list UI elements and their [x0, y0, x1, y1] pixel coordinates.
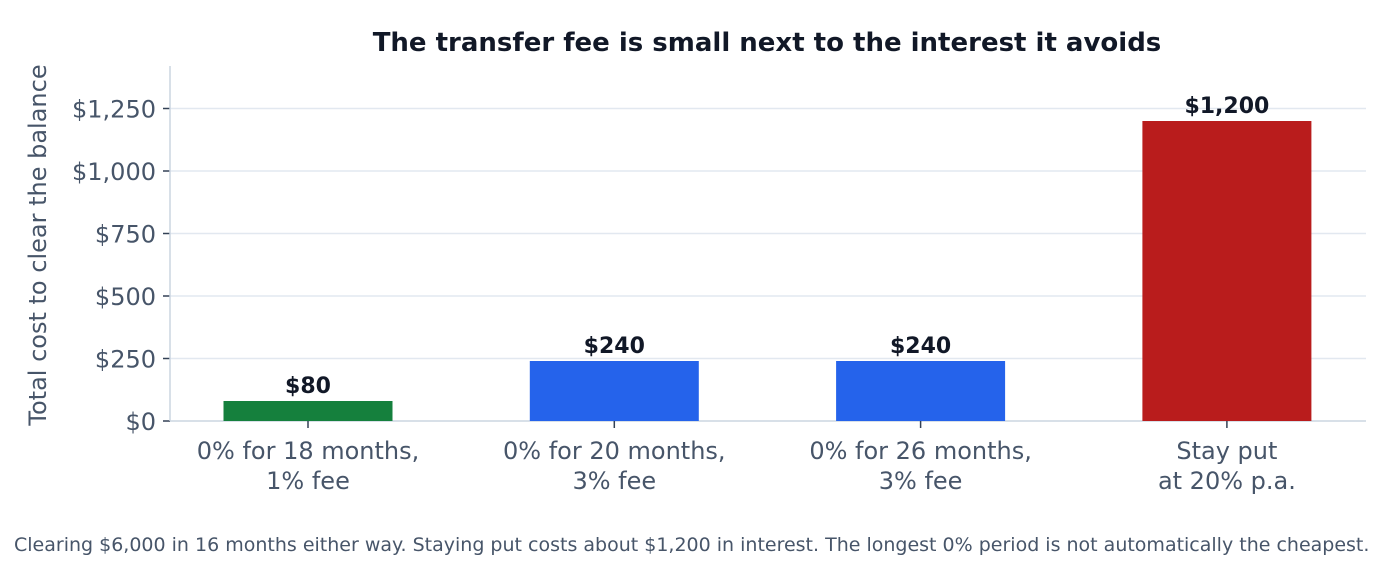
x-tick-label: 0% for 18 months,: [197, 437, 420, 465]
x-tick-label: 0% for 26 months,: [809, 437, 1032, 465]
footnote: Clearing $6,000 in 16 months either way.…: [14, 534, 1370, 556]
x-tick-label: at 20% p.a.: [1158, 467, 1296, 495]
bar: [223, 401, 393, 421]
x-tick-label: 1% fee: [266, 467, 350, 495]
x-tick-label: 0% for 20 months,: [503, 437, 726, 465]
x-tick-label: 3% fee: [879, 467, 963, 495]
chart-title: The transfer fee is small next to the in…: [373, 28, 1162, 58]
y-tick-label: $250: [95, 346, 156, 374]
bar-value-label: $1,200: [1184, 94, 1269, 119]
x-tick-label: Stay put: [1176, 437, 1277, 465]
bar: [836, 361, 1006, 421]
y-tick-label: $500: [95, 283, 156, 311]
bar-chart: $0 $250 $500 $750 $1,000 $1,250 0% for 18 mont…: [24, 28, 1366, 495]
data-labels: $80 $240 $240 $1,200: [285, 94, 1269, 399]
y-tick-label: $1,000: [72, 158, 156, 186]
y-tick-label: $750: [95, 221, 156, 249]
bars: [223, 121, 1312, 421]
bar-value-label: $240: [584, 334, 645, 359]
x-tick-label: 3% fee: [572, 467, 656, 495]
y-tick-label: $0: [125, 408, 156, 436]
bar-value-label: $240: [890, 334, 951, 359]
bar-value-label: $80: [285, 374, 331, 399]
y-axis-label: Total cost to clear the balance: [24, 64, 52, 426]
bar: [529, 361, 699, 421]
bar: [1142, 121, 1312, 421]
y-tick-label: $1,250: [72, 96, 156, 124]
